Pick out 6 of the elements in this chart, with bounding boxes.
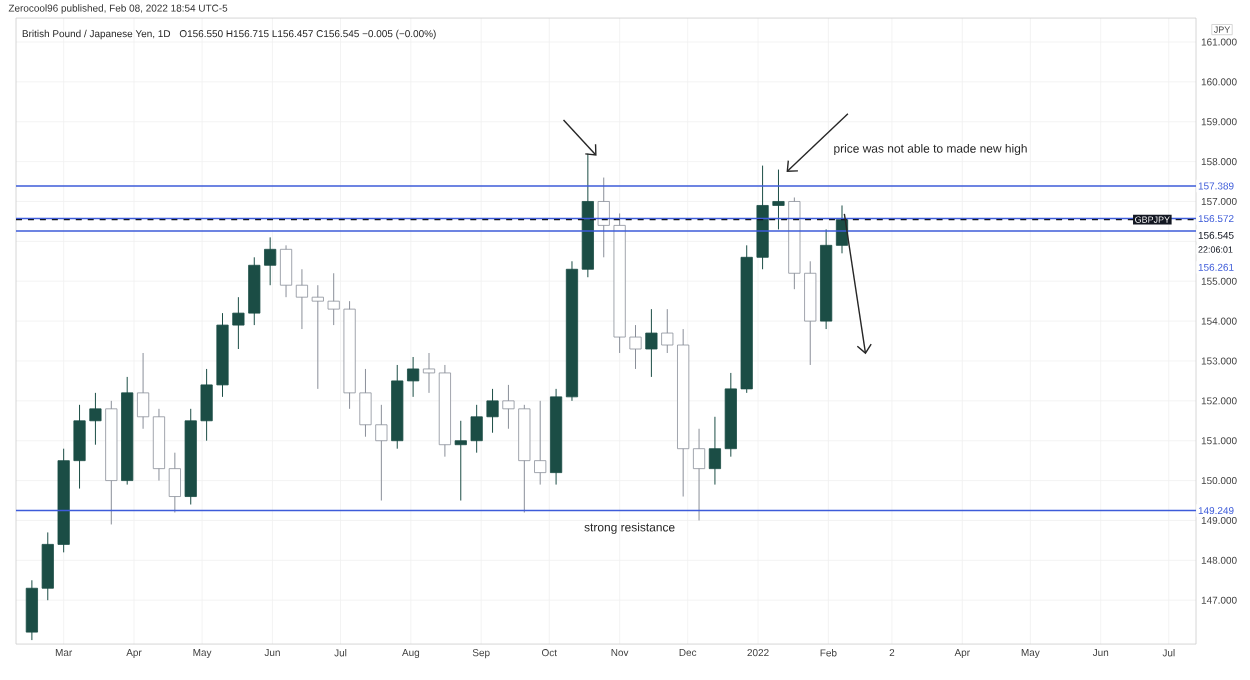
candlestick bbox=[645, 308, 658, 378]
candlestick bbox=[168, 452, 181, 513]
candlestick bbox=[692, 428, 706, 521]
candlestick bbox=[137, 352, 150, 430]
candlestick bbox=[279, 244, 293, 298]
candlestick bbox=[422, 352, 436, 394]
